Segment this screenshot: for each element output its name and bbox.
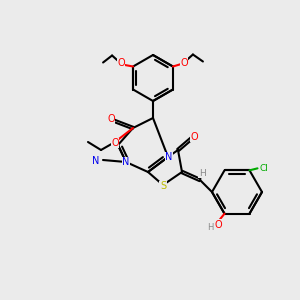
- Text: H: H: [199, 169, 206, 178]
- Text: O: O: [107, 114, 115, 124]
- Text: O: O: [117, 58, 125, 68]
- Text: Cl: Cl: [259, 164, 268, 173]
- Text: S: S: [160, 181, 166, 191]
- Text: N: N: [165, 152, 173, 162]
- Text: O: O: [190, 132, 198, 142]
- Text: N: N: [92, 156, 100, 166]
- Text: O: O: [111, 138, 119, 148]
- Text: N: N: [122, 157, 130, 167]
- Text: H: H: [207, 223, 214, 232]
- Text: O: O: [180, 58, 188, 68]
- Text: O: O: [215, 220, 222, 230]
